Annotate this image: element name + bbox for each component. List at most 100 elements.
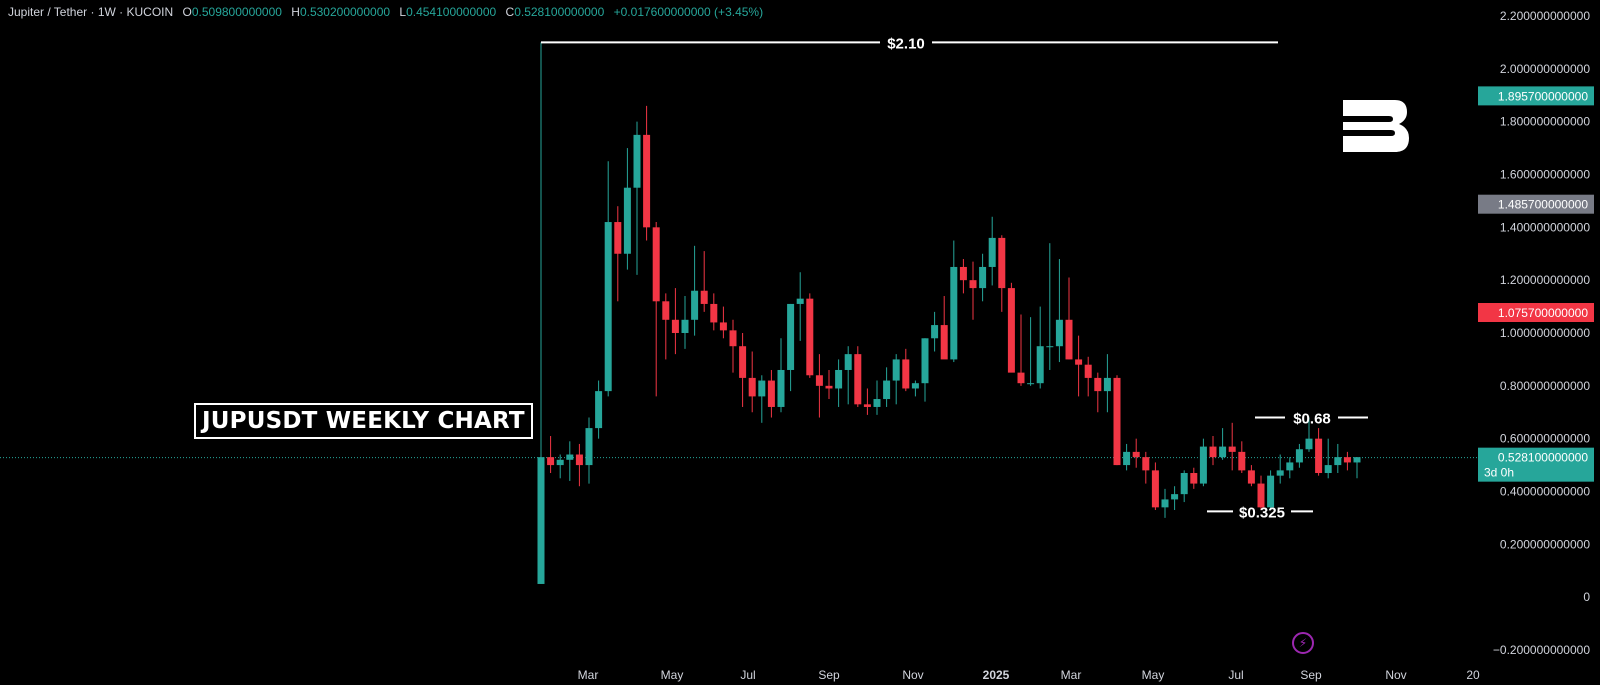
candle-body bbox=[1103, 377, 1111, 392]
y-tick-label: −0.200000000000 bbox=[1493, 643, 1590, 657]
low-annotation-label: $0.325 bbox=[1239, 504, 1285, 521]
price-label-box bbox=[1478, 303, 1594, 323]
candle-body bbox=[700, 290, 708, 304]
candle-body bbox=[710, 303, 718, 323]
candle-body bbox=[854, 354, 862, 405]
candle-body bbox=[902, 359, 910, 389]
price-label-box bbox=[1478, 86, 1594, 106]
price-label-box bbox=[1478, 194, 1594, 214]
x-tick-label: Nov bbox=[1385, 668, 1406, 682]
open-key: O bbox=[182, 5, 192, 19]
candle-body bbox=[729, 330, 737, 347]
y-tick-label: 1.400000000000 bbox=[1500, 220, 1590, 234]
high-annotation-label: $2.10 bbox=[887, 35, 925, 52]
candle-body bbox=[1046, 346, 1054, 348]
candle-body bbox=[767, 380, 775, 407]
candle-body bbox=[1171, 494, 1179, 500]
candle-body bbox=[1123, 451, 1131, 466]
candle-body bbox=[575, 454, 583, 466]
price-label-text: 0.528100000000 bbox=[1498, 451, 1588, 465]
brand-b-logo bbox=[1343, 100, 1409, 152]
low-value: 0.454100000000 bbox=[406, 5, 497, 19]
candle-body bbox=[1353, 457, 1361, 463]
candle-body bbox=[758, 380, 766, 397]
candle-body bbox=[959, 266, 967, 281]
candle-body bbox=[1161, 499, 1169, 508]
candle-body bbox=[719, 322, 727, 331]
local-high-label: $0.68 bbox=[1293, 411, 1331, 428]
low-key: L bbox=[399, 5, 407, 19]
candle-body bbox=[1007, 288, 1015, 373]
candle-body bbox=[1238, 451, 1246, 471]
candle-body bbox=[739, 346, 747, 378]
candle-body bbox=[1055, 319, 1063, 347]
candle-body bbox=[1017, 372, 1025, 384]
open-value: 0.509800000000 bbox=[191, 5, 282, 19]
y-tick-label: 1.800000000000 bbox=[1500, 115, 1590, 129]
candle-body bbox=[1142, 457, 1150, 471]
candle-body bbox=[796, 298, 804, 304]
y-tick-label: 1.000000000000 bbox=[1500, 326, 1590, 340]
candle-body bbox=[1036, 346, 1044, 384]
candle-body bbox=[844, 354, 852, 370]
price-label-text: 1.895700000000 bbox=[1498, 89, 1588, 103]
candle-body bbox=[883, 380, 891, 400]
x-tick-label: Sep bbox=[1300, 668, 1322, 682]
candle-body bbox=[1199, 446, 1207, 484]
candle-body bbox=[556, 459, 564, 466]
candle-body bbox=[1305, 438, 1313, 450]
candle-body bbox=[1075, 359, 1083, 365]
candle-body bbox=[585, 428, 593, 466]
x-tick-label: 20 bbox=[1466, 668, 1480, 682]
candle-body bbox=[681, 319, 689, 333]
close-value: 0.528100000000 bbox=[514, 5, 605, 19]
candle-body bbox=[691, 290, 699, 320]
price-label-box bbox=[1478, 447, 1594, 482]
candle-body bbox=[1151, 470, 1159, 508]
x-tick-label: May bbox=[661, 668, 684, 682]
y-tick-label: 0 bbox=[1583, 590, 1590, 604]
chart-legend: Jupiter / Tether · 1W · KUCOIN O0.509800… bbox=[8, 5, 763, 19]
candle-body bbox=[1334, 457, 1342, 466]
x-tick-label: Jul bbox=[1228, 668, 1243, 682]
candle-body bbox=[1065, 319, 1073, 360]
candle-body bbox=[815, 375, 823, 386]
candle-body bbox=[1286, 462, 1294, 471]
candle-body bbox=[1219, 446, 1227, 458]
candle-body bbox=[979, 266, 987, 289]
y-tick-label: 2.200000000000 bbox=[1500, 9, 1590, 23]
y-tick-label: 0.400000000000 bbox=[1500, 485, 1590, 499]
candle-body bbox=[1276, 470, 1284, 476]
bar-countdown: 3d 0h bbox=[1484, 466, 1514, 480]
candle-body bbox=[748, 377, 756, 397]
y-tick-label: 0.600000000000 bbox=[1500, 432, 1590, 446]
lightning-bolt-icon[interactable]: ⚡ bbox=[1292, 632, 1314, 654]
candle-body bbox=[873, 399, 881, 407]
candle-body bbox=[950, 266, 958, 360]
candle-body bbox=[595, 391, 603, 429]
x-tick-label: May bbox=[1142, 668, 1165, 682]
candle-body bbox=[1295, 449, 1303, 463]
candle-body bbox=[1257, 483, 1265, 508]
x-tick-label: Jul bbox=[740, 668, 755, 682]
candle-body bbox=[1190, 473, 1198, 484]
candle-body bbox=[998, 237, 1006, 289]
candle-body bbox=[1084, 364, 1092, 378]
candle-body bbox=[940, 325, 948, 360]
candle-body bbox=[863, 404, 871, 407]
candle-body bbox=[1324, 465, 1332, 474]
candle-body bbox=[633, 134, 641, 188]
x-tick-label: Mar bbox=[1061, 668, 1082, 682]
candle-body bbox=[652, 227, 660, 302]
candle-body bbox=[921, 338, 929, 384]
x-tick-label: Nov bbox=[902, 668, 923, 682]
candle-body bbox=[1315, 438, 1323, 474]
candle-body bbox=[969, 280, 977, 289]
price-label-text: 1.075700000000 bbox=[1498, 306, 1588, 320]
candle-body bbox=[1132, 451, 1140, 458]
price-label-text: 1.485700000000 bbox=[1498, 198, 1588, 212]
candle-body bbox=[1247, 470, 1255, 484]
high-key: H bbox=[291, 5, 300, 19]
x-tick-label: Mar bbox=[578, 668, 599, 682]
